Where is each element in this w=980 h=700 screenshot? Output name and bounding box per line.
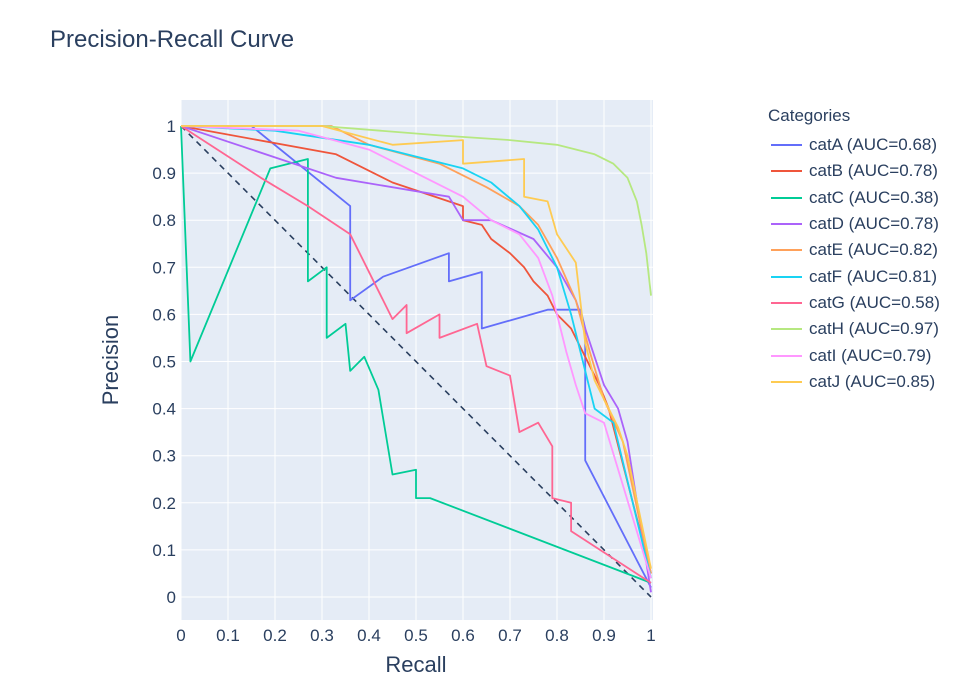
y-tick-label: 0.2 [152, 494, 176, 513]
legend-label: catD (AUC=0.78) [809, 214, 939, 234]
legend-label: catC (AUC=0.38) [809, 187, 939, 207]
series-line-catG [180, 125, 652, 584]
legend-label: catB (AUC=0.78) [809, 161, 938, 181]
legend-label: catE (AUC=0.82) [809, 240, 938, 260]
legend-label: catA (AUC=0.68) [809, 135, 938, 155]
legend-label: catI (AUC=0.79) [809, 345, 932, 365]
x-axis-label: Recall [385, 652, 446, 677]
legend-swatch [771, 249, 802, 252]
legend-swatch [771, 354, 802, 357]
legend-item-catB[interactable]: catB (AUC=0.78) [768, 158, 940, 184]
series-line-catH [181, 125, 652, 296]
y-tick-label: 0.9 [152, 164, 176, 183]
legend-item-catC[interactable]: catC (AUC=0.38) [768, 185, 940, 211]
x-tick-label: 0.8 [545, 626, 569, 645]
y-axis-label: Precision [98, 315, 123, 405]
legend-items: catA (AUC=0.68) catB (AUC=0.78) catC (AUC=… [768, 132, 940, 395]
x-tick-label: 0.1 [216, 626, 240, 645]
series-line-catJ [181, 125, 652, 569]
legend-item-catF[interactable]: catF (AUC=0.81) [768, 263, 940, 289]
legend-title: Categories [768, 106, 851, 125]
legend: Categories catA (AUC=0.68) catB (AUC=0.78… [768, 106, 940, 395]
y-tick-label: 0.7 [152, 258, 176, 277]
chart-title: Precision-Recall Curve [50, 26, 295, 53]
legend-swatch [771, 223, 802, 226]
legend-item-catG[interactable]: catG (AUC=0.58) [768, 290, 940, 316]
x-tick-label: 1 [646, 626, 655, 645]
legend-swatch [771, 275, 802, 278]
x-tick-label: 0 [176, 626, 185, 645]
y-tick-label: 0 [167, 588, 176, 607]
series-line-catI [180, 125, 652, 579]
series-line-catC [180, 125, 652, 584]
baseline-dashed-line [180, 125, 652, 598]
x-tick-label: 0.2 [263, 626, 287, 645]
y-tick-label: 0.6 [152, 305, 176, 324]
legend-item-catJ[interactable]: catJ (AUC=0.85) [768, 369, 940, 395]
x-tick-label: 0.5 [404, 626, 428, 645]
legend-item-catA[interactable]: catA (AUC=0.68) [768, 132, 940, 158]
y-tick-label: 0.3 [152, 447, 176, 466]
legend-item-catE[interactable]: catE (AUC=0.82) [768, 237, 940, 263]
y-tick-label: 0.1 [152, 541, 176, 560]
legend-item-catH[interactable]: catH (AUC=0.97) [768, 316, 940, 342]
legend-swatch [771, 196, 802, 199]
y-tick-label: 0.4 [152, 400, 176, 419]
x-tick-label: 0.9 [592, 626, 616, 645]
legend-item-catD[interactable]: catD (AUC=0.78) [768, 211, 940, 237]
legend-swatch [771, 170, 802, 173]
x-tick-label: 0.4 [357, 626, 381, 645]
y-tick-label: 1 [167, 117, 176, 136]
legend-swatch [771, 144, 802, 147]
legend-label: catJ (AUC=0.85) [809, 371, 936, 391]
legend-label: catH (AUC=0.97) [809, 319, 939, 339]
legend-label: catF (AUC=0.81) [809, 266, 938, 286]
y-tick-label: 0.5 [152, 353, 176, 372]
legend-item-catI[interactable]: catI (AUC=0.79) [768, 342, 940, 368]
legend-swatch [771, 328, 802, 331]
series-line-catF [180, 125, 652, 579]
x-tick-label: 0.6 [451, 626, 475, 645]
legend-swatch [771, 380, 802, 383]
legend-label: catG (AUC=0.58) [809, 292, 940, 312]
y-tick-label: 0.8 [152, 211, 176, 230]
x-tick-label: 0.3 [310, 626, 334, 645]
x-tick-label: 0.7 [498, 626, 522, 645]
legend-swatch [771, 301, 802, 304]
